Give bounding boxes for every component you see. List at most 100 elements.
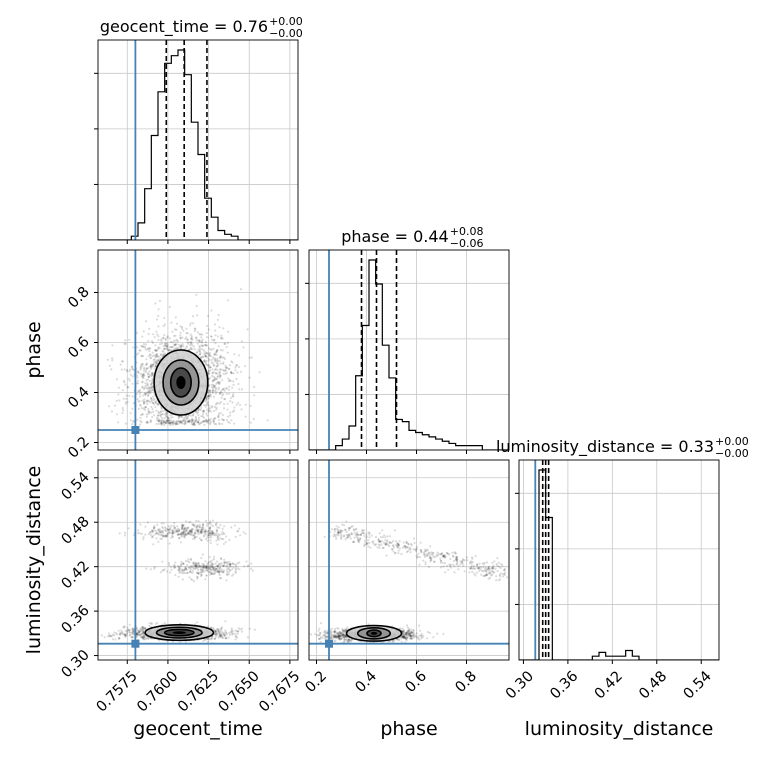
sample-point <box>142 374 145 377</box>
sample-point <box>195 562 198 565</box>
sample-point <box>148 386 151 389</box>
sample-point <box>176 533 179 536</box>
sample-point <box>213 417 216 420</box>
sample-point <box>195 412 198 415</box>
sample-point <box>409 628 412 631</box>
sample-point <box>159 354 162 357</box>
sample-point <box>190 342 193 345</box>
sample-point <box>205 351 208 354</box>
sample-point <box>210 410 213 413</box>
sample-point <box>208 366 211 369</box>
sample-point <box>221 418 224 421</box>
sample-point <box>402 630 405 634</box>
sample-point <box>217 419 220 422</box>
sample-point <box>200 530 203 533</box>
sample-point <box>242 346 245 349</box>
sample-point <box>244 365 247 368</box>
sample-point <box>191 527 194 531</box>
sample-point <box>152 374 155 377</box>
sample-point <box>219 634 222 637</box>
sample-point <box>180 563 183 567</box>
sample-point <box>341 628 344 631</box>
sample-point <box>229 400 232 403</box>
xtick-label: 0.7575 <box>94 668 141 715</box>
sample-point <box>208 534 211 537</box>
sample-point <box>218 570 221 573</box>
sample-point <box>229 569 232 572</box>
sample-point <box>147 347 150 350</box>
sample-point <box>222 532 225 535</box>
sample-point <box>230 631 233 634</box>
sample-point <box>234 568 237 572</box>
sample-point <box>202 409 205 413</box>
sample-point <box>250 356 253 359</box>
sample-point <box>204 400 207 403</box>
sample-point <box>182 417 185 420</box>
sample-point <box>155 361 158 364</box>
sample-point <box>181 525 184 528</box>
sample-point <box>215 390 218 393</box>
sample-point <box>220 577 223 580</box>
sample-point <box>207 421 210 425</box>
sample-point <box>331 627 334 631</box>
sample-point <box>217 564 220 567</box>
sample-point <box>214 630 217 633</box>
sample-point <box>226 342 229 345</box>
sample-point <box>404 633 407 636</box>
sample-point <box>140 365 143 368</box>
sample-point <box>189 333 192 336</box>
sample-point <box>209 393 212 396</box>
sample-point <box>217 386 220 389</box>
sample-point <box>163 568 166 571</box>
sample-point <box>175 343 178 346</box>
sample-point <box>235 636 239 639</box>
sample-point <box>226 573 229 577</box>
sample-point <box>240 408 243 411</box>
sample-point <box>192 561 195 565</box>
sample-point <box>142 536 145 539</box>
sample-point <box>186 338 189 341</box>
sample-point <box>141 631 144 635</box>
sample-point <box>186 572 189 575</box>
sample-point <box>210 571 213 574</box>
sample-point <box>184 531 187 534</box>
sample-point <box>207 370 210 373</box>
sample-point <box>166 528 170 531</box>
sample-point <box>110 410 113 413</box>
sample-point <box>146 521 149 524</box>
xtick-label: 0.7675 <box>256 668 303 715</box>
sample-point <box>206 566 209 570</box>
sample-point <box>151 401 154 404</box>
sample-point <box>410 630 413 634</box>
sample-point <box>200 573 203 577</box>
sample-point <box>206 539 209 542</box>
sample-point <box>207 407 210 410</box>
sample-point <box>209 564 212 567</box>
sample-point <box>147 394 150 397</box>
sample-point <box>196 577 199 580</box>
sample-point <box>226 299 230 302</box>
sample-point <box>149 531 152 534</box>
sample-point <box>143 638 146 641</box>
sample-point <box>190 347 193 350</box>
sample-point <box>218 534 221 537</box>
sample-point <box>213 386 216 389</box>
sample-point <box>222 633 226 636</box>
sample-point <box>155 318 159 321</box>
sample-point <box>222 393 225 396</box>
sample-point <box>212 569 215 572</box>
sample-point <box>149 357 152 360</box>
sample-point <box>246 328 249 331</box>
sample-point <box>164 342 167 345</box>
sample-point <box>184 337 187 340</box>
sample-point <box>214 359 217 362</box>
sample-point <box>211 566 215 569</box>
sample-point <box>339 632 342 636</box>
sample-point <box>195 336 198 339</box>
sample-point <box>174 561 177 564</box>
sample-point <box>142 402 145 405</box>
sample-point <box>152 358 155 361</box>
sample-point <box>191 578 194 582</box>
sample-point <box>139 395 142 398</box>
